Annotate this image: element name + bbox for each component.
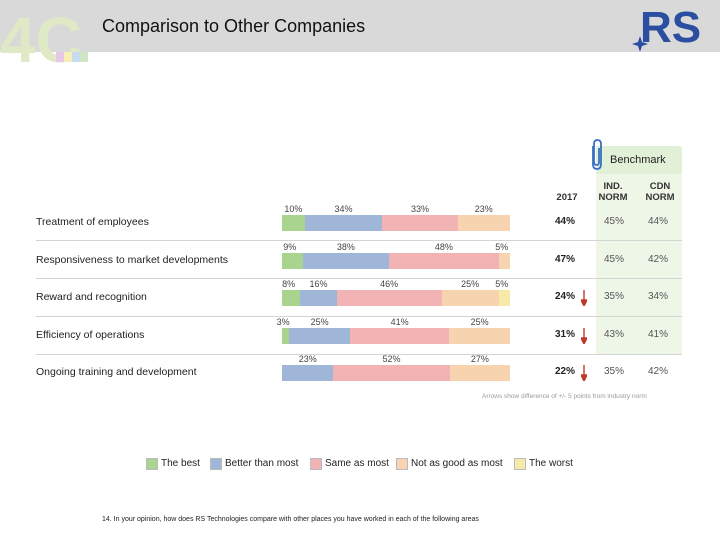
segment-label: 8% (282, 279, 296, 289)
segment-label: 41% (390, 317, 409, 327)
segment-label: 3% (276, 317, 290, 327)
segment-label: 10% (284, 204, 303, 214)
value-2017: 44% (555, 216, 576, 227)
legend-label: Same as most (325, 458, 389, 469)
benchmark-tab: Benchmark (596, 146, 682, 174)
segment-label: 46% (380, 279, 399, 289)
segment-label: 27% (470, 354, 489, 364)
col-header-ind-norm: IND. NORM (598, 181, 628, 203)
segment-label: 25% (310, 317, 329, 327)
legend-label: Not as good as most (411, 458, 503, 469)
bar-segment (441, 290, 499, 306)
segment-label: 23% (474, 204, 493, 214)
segment-label: 52% (382, 354, 401, 364)
value-2017: 22% (555, 366, 576, 377)
row-divider (36, 354, 682, 355)
bar-segment (449, 328, 510, 344)
bar-segment (498, 253, 510, 269)
bar-segment (389, 253, 499, 269)
bar-segment (336, 290, 442, 306)
bar-segment (349, 328, 450, 344)
legend-label: The best (161, 458, 200, 469)
legend-swatch (514, 458, 526, 470)
bar-segment (282, 253, 303, 269)
row-label: Reward and recognition (36, 291, 147, 303)
value-cdn-norm: 42% (648, 366, 669, 377)
segment-label: 33% (410, 204, 429, 214)
value-cdn-norm: 42% (648, 254, 669, 265)
benchmark-title: Benchmark (610, 154, 666, 166)
value-ind-norm: 45% (604, 216, 625, 227)
legend-swatch (396, 458, 408, 470)
value-cdn-norm: 34% (648, 291, 669, 302)
value-ind-norm: 35% (604, 291, 625, 302)
stacked-bar (282, 253, 510, 269)
legend-swatch (210, 458, 222, 470)
legend-swatch (146, 458, 158, 470)
page-title: Comparison to Other Companies (102, 16, 366, 36)
legend-label: The worst (529, 458, 573, 469)
value-2017: 24% (555, 291, 576, 302)
rs-logo: RS (632, 3, 701, 52)
bar-segment (282, 365, 334, 381)
stacked-bar (282, 290, 510, 306)
bar-segment (282, 215, 305, 231)
segment-label: 48% (434, 242, 453, 252)
down-arrow-icon (581, 328, 587, 344)
bar-segment (300, 290, 337, 306)
col-header-cdn-norm: CDN NORM (645, 181, 675, 203)
value-cdn-norm: 44% (648, 216, 669, 227)
chart-footnote: Arrows show difference of +/- 5 points f… (482, 393, 647, 400)
row-divider (36, 240, 682, 241)
row-label: Treatment of employees (36, 216, 149, 228)
row-divider (36, 278, 682, 279)
segment-label: 16% (309, 279, 328, 289)
4c-logo: 4C (0, 4, 88, 70)
bar-segment (382, 215, 458, 231)
legend-swatch (310, 458, 322, 470)
value-ind-norm: 35% (604, 366, 625, 377)
value-cdn-norm: 41% (648, 329, 669, 340)
bar-segment (282, 290, 301, 306)
benchmark-panel (596, 146, 682, 354)
stacked-bar (282, 328, 510, 344)
segment-label: 9% (283, 242, 297, 252)
bar-segment (498, 290, 510, 306)
stacked-bar (282, 365, 510, 381)
value-2017: 47% (555, 254, 576, 265)
stacked-bar (282, 215, 510, 231)
bar-segment (333, 365, 450, 381)
segment-label: 5% (495, 242, 509, 252)
bar-segment (289, 328, 350, 344)
segment-label: 38% (336, 242, 355, 252)
star-icon (632, 36, 648, 52)
value-2017: 31% (555, 329, 576, 340)
segment-label: 25% (461, 279, 480, 289)
row-label: Efficiency of operations (36, 329, 145, 341)
legend-label: Better than most (225, 458, 299, 469)
row-divider (36, 316, 682, 317)
segment-label: 23% (298, 354, 317, 364)
bar-segment (302, 253, 390, 269)
segment-label: 5% (495, 279, 509, 289)
row-label: Responsiveness to market developments (36, 254, 229, 266)
bar-segment (304, 215, 383, 231)
value-ind-norm: 45% (604, 254, 625, 265)
bar-segment (449, 365, 510, 381)
survey-question: 14. In your opinion, how does RS Technol… (102, 516, 479, 523)
segment-label: 25% (470, 317, 489, 327)
bar-segment (457, 215, 510, 231)
segment-label: 34% (334, 204, 353, 214)
value-ind-norm: 43% (604, 329, 625, 340)
bar-segment (282, 328, 290, 344)
row-label: Ongoing training and development (36, 366, 197, 378)
col-header-2017: 2017 (556, 192, 578, 203)
down-arrow-icon (581, 365, 587, 381)
header-bar (0, 0, 720, 52)
rs-logo-text: RS (640, 3, 701, 52)
paperclip-icon (592, 139, 602, 170)
down-arrow-icon (581, 290, 587, 306)
